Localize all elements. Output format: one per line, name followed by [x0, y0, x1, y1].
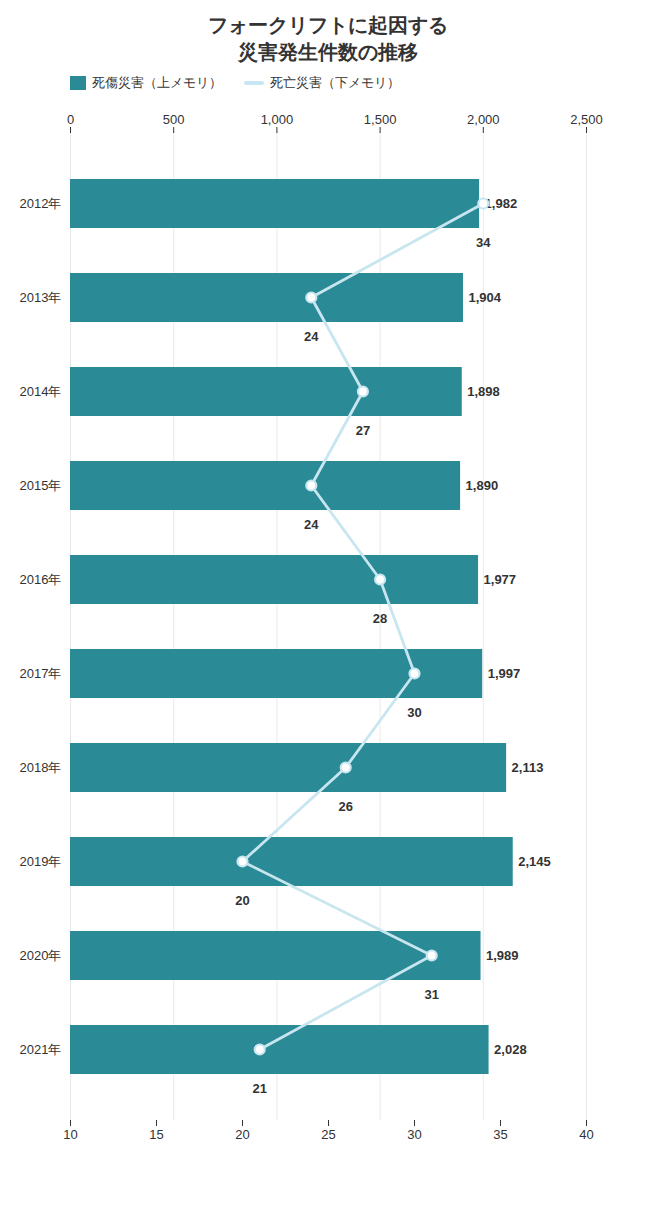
svg-text:2,113: 2,113 — [512, 760, 544, 775]
svg-text:1,500: 1,500 — [364, 112, 397, 127]
svg-text:2,145: 2,145 — [518, 854, 551, 869]
html-text:フォークリフトに起因する 災害発生件数の推移: フォークリフトに起因する 災害発生件数の推移 — [208, 14, 448, 63]
svg-text:1,898: 1,898 — [467, 384, 500, 399]
svg-text:20: 20 — [235, 1127, 249, 1142]
svg-text:30: 30 — [407, 1127, 421, 1142]
svg-text:24: 24 — [304, 517, 319, 532]
svg-text:2,028: 2,028 — [494, 1042, 527, 1057]
svg-text:20: 20 — [235, 893, 249, 908]
svg-text:10: 10 — [63, 1127, 77, 1142]
svg-text:2013年: 2013年 — [20, 290, 62, 305]
svg-text:2017年: 2017年 — [20, 666, 62, 681]
svg-text:1,890: 1,890 — [466, 478, 499, 493]
svg-text:1,997: 1,997 — [488, 666, 521, 681]
svg-text:2016年: 2016年 — [20, 572, 62, 587]
html-text:死亡災害（下メモリ）: 死亡災害（下メモリ） — [270, 75, 400, 90]
svg-text:1,977: 1,977 — [484, 572, 517, 587]
svg-text:2,500: 2,500 — [570, 112, 603, 127]
svg-text:31: 31 — [424, 987, 438, 1002]
svg-text:1,000: 1,000 — [261, 112, 294, 127]
svg-text:21: 21 — [252, 1081, 266, 1096]
svg-text:2014年: 2014年 — [20, 384, 62, 399]
svg-text:40: 40 — [579, 1127, 593, 1142]
svg-text:2,000: 2,000 — [467, 112, 500, 127]
svg-text:2015年: 2015年 — [20, 478, 62, 493]
svg-text:500: 500 — [163, 112, 185, 127]
svg-text:2012年: 2012年 — [20, 196, 62, 211]
svg-text:35: 35 — [493, 1127, 507, 1142]
svg-text:1,989: 1,989 — [486, 948, 519, 963]
svg-text:15: 15 — [149, 1127, 163, 1142]
svg-text:2021年: 2021年 — [20, 1042, 62, 1057]
svg-text:26: 26 — [338, 799, 352, 814]
html-text:死傷災害（上メモリ）: 死傷災害（上メモリ） — [92, 75, 222, 90]
svg-text:2020年: 2020年 — [20, 948, 62, 963]
svg-text:25: 25 — [321, 1127, 335, 1142]
svg-text:28: 28 — [373, 611, 387, 626]
svg-text:2019年: 2019年 — [20, 854, 62, 869]
svg-text:1,982: 1,982 — [485, 196, 518, 211]
svg-text:34: 34 — [476, 235, 491, 250]
svg-text:0: 0 — [67, 112, 74, 127]
svg-text:24: 24 — [304, 329, 319, 344]
svg-text:30: 30 — [407, 705, 421, 720]
svg-text:1,904: 1,904 — [468, 290, 501, 305]
svg-text:27: 27 — [356, 423, 370, 438]
svg-text:2018年: 2018年 — [20, 760, 62, 775]
